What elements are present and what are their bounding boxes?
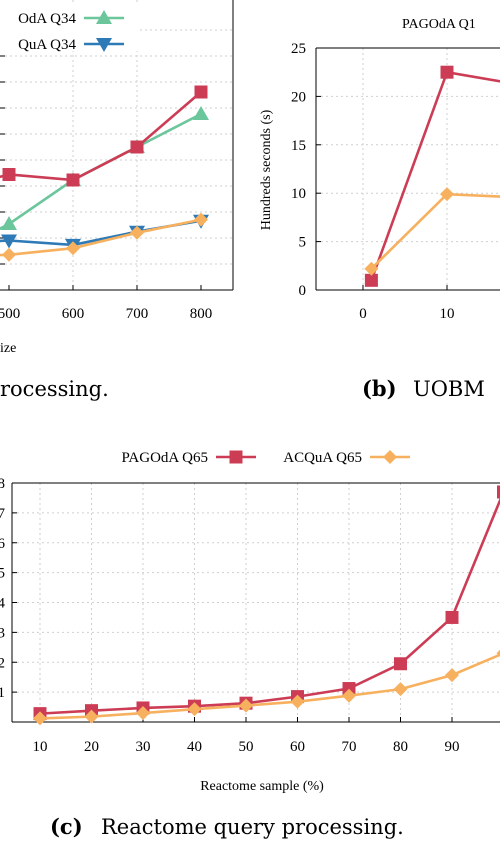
legend-marker bbox=[96, 38, 112, 52]
data-point bbox=[66, 241, 80, 256]
data-point bbox=[445, 668, 459, 683]
legend-marker bbox=[383, 450, 397, 464]
data-point bbox=[84, 709, 99, 724]
x-tick-label: 800 bbox=[190, 306, 213, 322]
x-tick-label: 20 bbox=[84, 739, 99, 755]
data-point bbox=[33, 711, 47, 725]
legend-label: OdA Q34 bbox=[18, 11, 76, 27]
series-pagoda bbox=[0, 85, 208, 187]
series-line bbox=[39, 497, 500, 715]
series-line bbox=[39, 653, 500, 720]
data-point bbox=[290, 694, 305, 709]
x-tick-label: 70 bbox=[342, 739, 357, 755]
data-point bbox=[1, 234, 17, 249]
x-tick-label: 60 bbox=[290, 739, 305, 755]
x-tick-label: 600 bbox=[62, 306, 85, 322]
series-acqua bbox=[364, 187, 500, 276]
y-tick-label: 20 bbox=[291, 89, 306, 105]
caption-b-text: UOBM bbox=[413, 377, 485, 401]
x-tick-label: 90 bbox=[445, 739, 460, 755]
caption-c-text: Reactome query processing. bbox=[101, 815, 404, 839]
y-tick-label: 5 bbox=[299, 235, 307, 251]
data-point bbox=[194, 85, 208, 99]
y-tick-label: 15 bbox=[291, 138, 306, 154]
legend-marker bbox=[229, 450, 243, 464]
y-tick-label: 1 bbox=[0, 685, 5, 701]
caption-b-letter: (b) bbox=[362, 376, 397, 401]
series-line bbox=[0, 91, 202, 182]
legend-label: PAGOdA Q65 bbox=[121, 450, 208, 466]
data-point bbox=[496, 649, 500, 657]
y-tick-label: 3 bbox=[0, 625, 5, 641]
caption-c-letter: (c) bbox=[50, 814, 83, 839]
legend: OdA Q34 QuA Q34 bbox=[0, 5, 140, 53]
data-point bbox=[445, 610, 459, 624]
y-tick-label: 25 bbox=[291, 41, 306, 57]
data-point bbox=[193, 106, 209, 120]
x-tick-label: 10 bbox=[440, 306, 455, 322]
y-axis-label: Hundreds seconds (s) bbox=[259, 109, 274, 230]
x-tick-label: 50 bbox=[239, 739, 254, 755]
data-point bbox=[136, 706, 150, 721]
data-point bbox=[440, 65, 454, 79]
x-tick-label: 10 bbox=[33, 739, 48, 755]
y-tick-label: 2 bbox=[0, 655, 5, 671]
y-tick-label: 7 bbox=[0, 506, 6, 522]
data-point bbox=[364, 273, 378, 287]
data-point bbox=[187, 702, 202, 717]
series-pagoda bbox=[364, 65, 500, 287]
gridlines bbox=[12, 482, 500, 722]
data-point bbox=[497, 485, 500, 499]
x-tick-label: 500 bbox=[0, 306, 20, 322]
data-point bbox=[342, 682, 356, 696]
data-point bbox=[440, 187, 454, 202]
data-point bbox=[194, 212, 208, 227]
chart-panel-b: PAGOdA Q1 0 5 10 15 20 25 0 10 Hundreds seconds (… bbox=[259, 17, 500, 322]
series-acqua bbox=[0, 212, 208, 262]
data-point bbox=[364, 261, 379, 276]
legend-label: ACQuA Q65 bbox=[283, 450, 362, 466]
data-point bbox=[66, 173, 80, 187]
legend-marker bbox=[96, 10, 112, 24]
x-tick-label: 30 bbox=[136, 739, 151, 755]
figure-captions: rocessing. (b) UOBM (c) Reactome query proce… bbox=[0, 376, 485, 839]
chart-panel-c: 123456781020304050607080901Reactome samp… bbox=[0, 450, 500, 794]
y-tick-label: 6 bbox=[0, 536, 6, 552]
chart-title: PAGOdA Q1 bbox=[402, 17, 476, 32]
x-axis-label: Reactome sample (%) bbox=[200, 779, 324, 794]
legend: PAGOdA Q65 ACQuA Q65 bbox=[121, 450, 410, 466]
x-tick-label: 80 bbox=[393, 739, 408, 755]
x-tick-label: 0 bbox=[359, 306, 367, 322]
y-tick-label: 4 bbox=[0, 596, 6, 612]
y-tick-label: 10 bbox=[291, 186, 306, 202]
gridlines bbox=[316, 47, 500, 290]
data-point bbox=[342, 688, 356, 703]
data-point bbox=[2, 168, 16, 181]
legend-label: QuA Q34 bbox=[18, 37, 76, 53]
y-tick-label: 8 bbox=[0, 476, 5, 492]
data-point bbox=[393, 682, 408, 697]
data-point bbox=[130, 225, 144, 240]
data-point bbox=[1, 216, 17, 230]
y-tick-label: 0 bbox=[299, 283, 307, 299]
x-tick-label: 700 bbox=[126, 306, 149, 322]
chart-panel-a: 500 600 700 800 ize OdA Q34 QuA Q34 bbox=[0, 0, 234, 356]
x-tick-label: 40 bbox=[187, 739, 202, 755]
x-axis-label: ize bbox=[0, 341, 16, 356]
caption-a-text: rocessing. bbox=[0, 377, 109, 401]
data-point bbox=[239, 698, 253, 713]
series-acqua-q65 bbox=[33, 649, 500, 725]
data-point bbox=[130, 140, 144, 154]
series-line bbox=[370, 192, 500, 270]
series-acqua-q34 bbox=[0, 214, 209, 253]
data-point bbox=[2, 247, 16, 262]
data-point bbox=[394, 657, 407, 671]
y-tick-label: 5 bbox=[0, 566, 5, 582]
